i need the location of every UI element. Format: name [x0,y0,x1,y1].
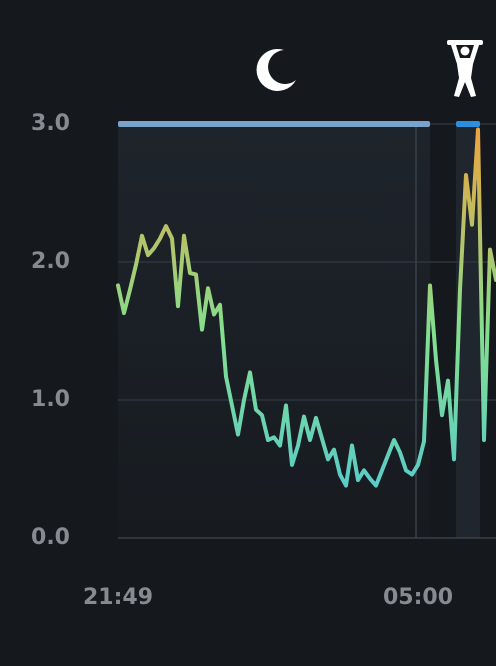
y-tick-label: 2.0 [31,249,70,274]
workout-icon [447,40,483,97]
sleep-bar [118,121,430,127]
data-line [116,127,496,488]
x-tick-label: 21:49 [83,585,153,610]
sleep-zone [118,124,430,538]
y-tick-label: 0.0 [31,525,70,550]
workout-bar [456,121,480,127]
moon-icon [256,48,296,91]
y-tick-label: 1.0 [31,387,70,412]
y-tick-label: 3.0 [31,111,70,136]
x-tick-label: 05:00 [383,585,453,610]
